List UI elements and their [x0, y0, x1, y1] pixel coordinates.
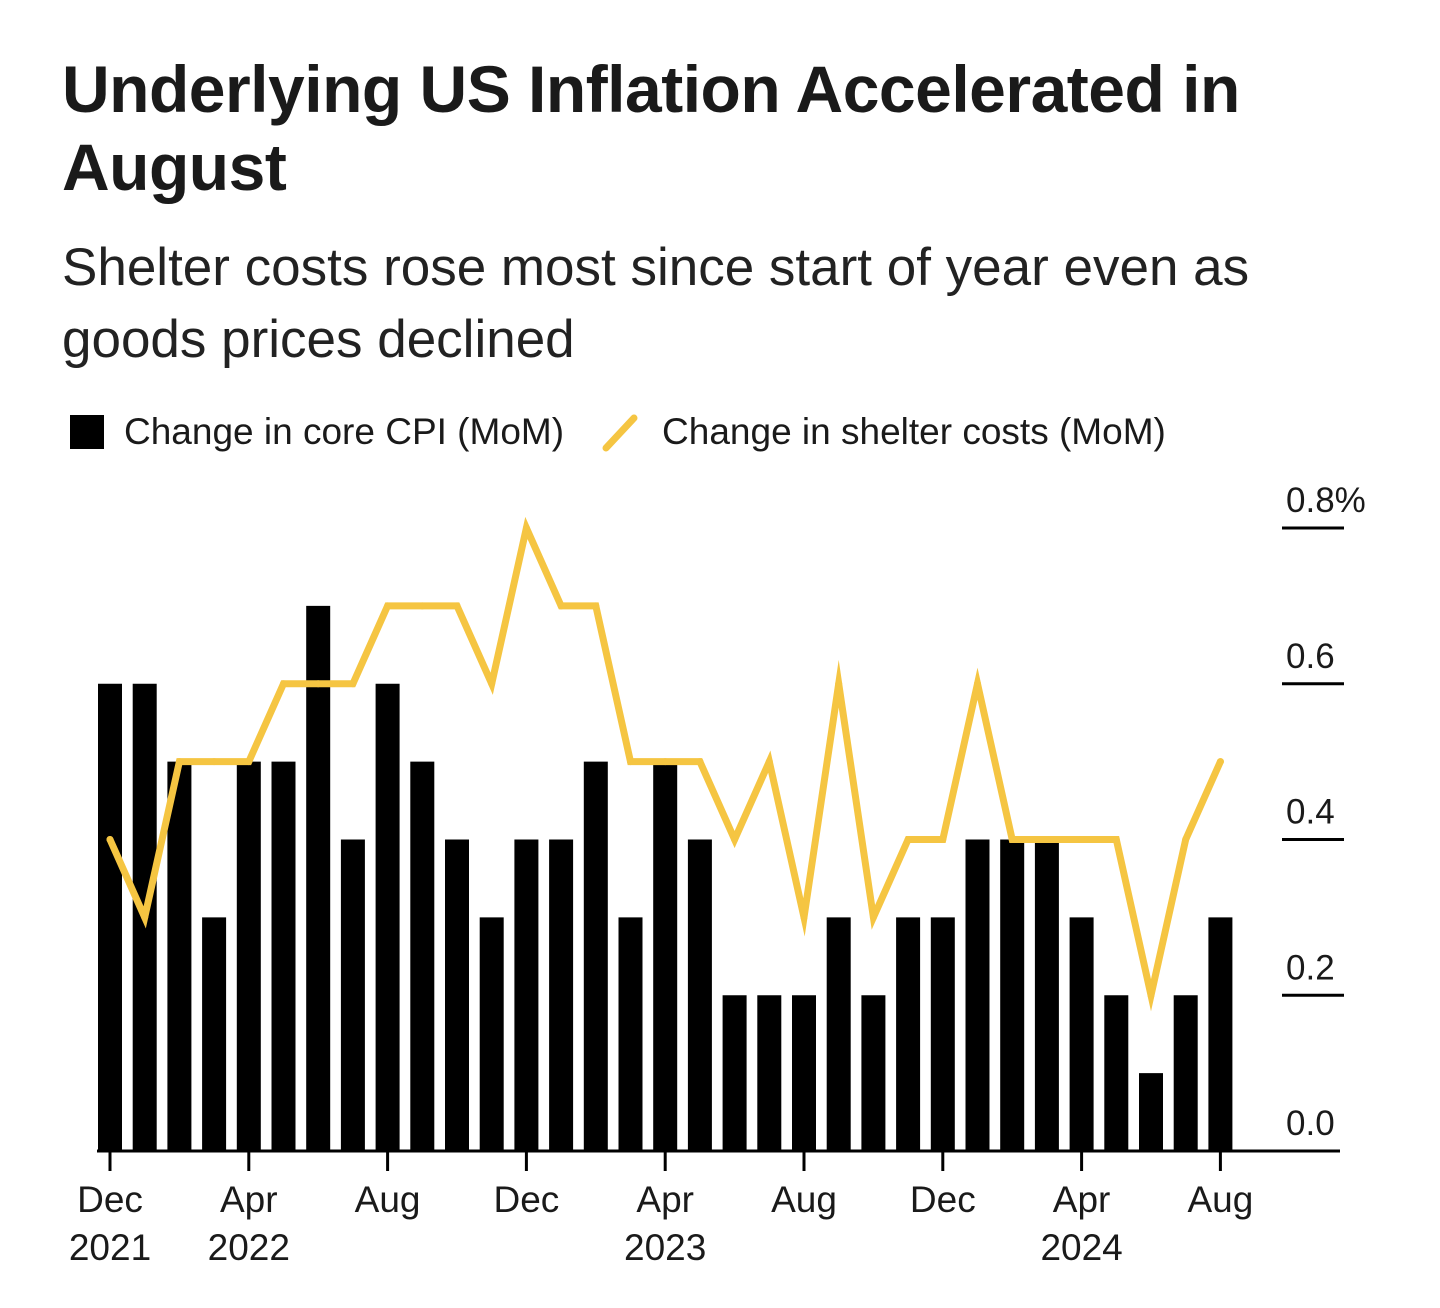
legend-label-shelter: Change in shelter costs (MoM) — [662, 411, 1166, 452]
point-shelter-2022-12 — [522, 524, 530, 532]
bar-core-cpi-2022-08 — [375, 683, 400, 1151]
bar-core-cpi-2023-02 — [583, 761, 608, 1151]
bar-core-cpi-2024-05 — [1104, 995, 1129, 1151]
point-shelter-2023-10 — [869, 913, 877, 921]
chart-subtitle: Shelter costs rose most since start of y… — [62, 238, 1250, 369]
point-shelter-2023-01 — [557, 602, 565, 610]
point-shelter-2023-06 — [731, 836, 739, 843]
point-shelter-2023-07 — [765, 758, 773, 766]
legend-item-core-cpi: Change in core CPI (MoM) — [70, 411, 564, 453]
chart-legend: Change in core CPI (MoM) Change in shelt… — [70, 404, 1202, 460]
point-shelter-2024-04 — [1078, 836, 1086, 843]
point-shelter-2022-04 — [245, 758, 253, 766]
y-tick-label: 0.0 — [1286, 1104, 1335, 1143]
bar-core-cpi-2022-06 — [306, 605, 331, 1151]
x-tick-label: Dec — [910, 1179, 976, 1220]
x-tick-label: Dec — [493, 1179, 559, 1220]
bar-core-cpi-2023-06 — [722, 995, 747, 1151]
bar-core-cpi-2023-12 — [930, 917, 955, 1151]
bar-core-cpi-2023-08 — [792, 995, 816, 1151]
bar-core-cpi-2022-05 — [271, 761, 296, 1151]
x-tick-label: Apr — [220, 1179, 278, 1220]
x-tick-label: Dec — [77, 1179, 143, 1220]
point-shelter-2024-03 — [1043, 836, 1051, 843]
bar-core-cpi-2023-07 — [757, 995, 782, 1151]
bar-core-cpi-2022-12 — [514, 839, 539, 1151]
x-tick-label: 2023 — [624, 1227, 706, 1268]
x-tick-label: Aug — [355, 1179, 421, 1220]
legend-swatch-line — [602, 414, 638, 452]
point-shelter-2023-08 — [800, 913, 808, 921]
point-shelter-2024-01 — [974, 680, 981, 688]
point-shelter-2024-08 — [1216, 758, 1224, 766]
bar-core-cpi-2024-06 — [1139, 1073, 1163, 1151]
bar-core-cpi-2024-04 — [1069, 917, 1094, 1151]
point-shelter-2024-05 — [1112, 836, 1120, 843]
point-shelter-2023-09 — [835, 680, 843, 688]
point-shelter-2022-05 — [280, 680, 287, 688]
bar-core-cpi-2022-02 — [167, 761, 192, 1151]
bar-core-cpi-2022-11 — [479, 917, 504, 1151]
bar-core-cpi-2022-10 — [445, 839, 469, 1151]
point-shelter-2021-12 — [106, 836, 114, 843]
point-shelter-2023-04 — [661, 758, 669, 766]
point-shelter-2023-02 — [592, 602, 600, 610]
bar-core-cpi-2024-08 — [1208, 917, 1233, 1151]
y-tick-label: 0.6 — [1286, 637, 1335, 676]
bar-core-cpi-2023-01 — [549, 839, 574, 1151]
x-tick-label: 2024 — [1040, 1227, 1122, 1268]
point-shelter-2022-01 — [141, 913, 149, 921]
bar-core-cpi-2024-07 — [1173, 995, 1198, 1151]
point-shelter-2024-07 — [1182, 836, 1190, 843]
point-shelter-2024-06 — [1147, 991, 1155, 999]
legend-item-shelter: Change in shelter costs (MoM) — [600, 411, 1166, 453]
point-shelter-2023-03 — [627, 758, 634, 766]
legend-label-core-cpi: Change in core CPI (MoM) — [124, 411, 565, 452]
point-shelter-2022-07 — [349, 680, 357, 688]
point-shelter-2022-09 — [418, 602, 426, 610]
bar-core-cpi-2023-03 — [618, 917, 643, 1151]
bar-core-cpi-2023-11 — [896, 917, 921, 1151]
point-shelter-2022-02 — [175, 758, 183, 766]
point-shelter-2023-11 — [904, 836, 912, 843]
point-shelter-2022-08 — [384, 602, 392, 610]
point-shelter-2024-02 — [1008, 836, 1016, 843]
y-tick-label: 0.4 — [1286, 793, 1335, 832]
point-shelter-2022-06 — [314, 680, 322, 688]
point-shelter-2022-11 — [488, 680, 496, 688]
bar-core-cpi-2021-12 — [98, 683, 122, 1151]
bar-core-cpi-2022-07 — [340, 839, 365, 1151]
legend-swatch-bar — [70, 415, 104, 449]
point-shelter-2022-03 — [210, 758, 218, 766]
bar-core-cpi-2023-04 — [653, 761, 678, 1151]
x-tick-label: Aug — [1187, 1179, 1253, 1220]
bar-core-cpi-2022-04 — [236, 761, 261, 1151]
point-shelter-2023-05 — [696, 758, 704, 766]
x-tick-label: Apr — [636, 1179, 694, 1220]
bar-core-cpi-2024-02 — [1000, 839, 1025, 1151]
y-tick-label: 0.8% — [1286, 481, 1366, 520]
y-tick-label: 0.2 — [1286, 948, 1335, 987]
bar-core-cpi-2024-03 — [1034, 839, 1059, 1151]
x-tick-label: 2022 — [208, 1227, 290, 1268]
x-tick-label: Apr — [1053, 1179, 1111, 1220]
bar-core-cpi-2023-10 — [861, 995, 886, 1151]
point-shelter-2023-12 — [939, 836, 947, 843]
point-shelter-2022-10 — [453, 602, 461, 610]
bar-core-cpi-2022-09 — [410, 761, 435, 1151]
bar-core-cpi-2023-05 — [687, 839, 712, 1151]
bar-core-cpi-2024-01 — [965, 839, 990, 1151]
bar-core-cpi-2023-09 — [826, 917, 851, 1151]
x-tick-label: 2021 — [69, 1227, 151, 1268]
chart-title: Underlying US Inflation Accelerated in A… — [62, 52, 1240, 204]
bar-core-cpi-2022-03 — [202, 917, 227, 1151]
x-tick-label: Aug — [771, 1179, 837, 1220]
